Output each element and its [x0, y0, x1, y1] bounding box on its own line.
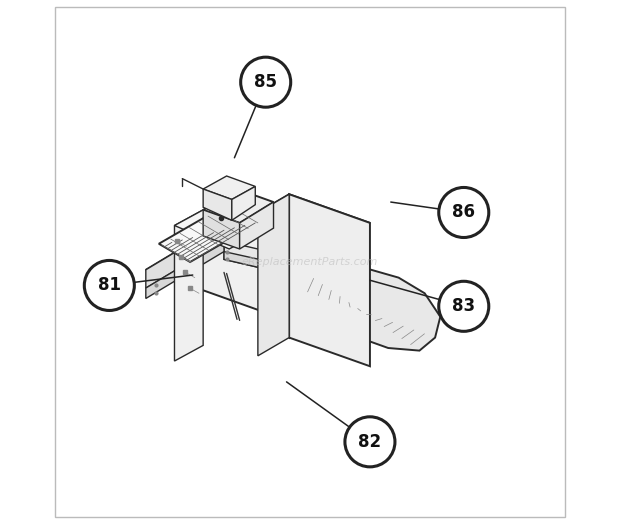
- Polygon shape: [174, 210, 203, 361]
- Circle shape: [439, 188, 489, 237]
- Text: 83: 83: [452, 297, 476, 315]
- Circle shape: [439, 281, 489, 331]
- Polygon shape: [203, 189, 273, 223]
- Polygon shape: [224, 241, 370, 293]
- Polygon shape: [297, 272, 305, 298]
- Polygon shape: [258, 194, 370, 241]
- Polygon shape: [146, 223, 370, 322]
- Polygon shape: [224, 252, 370, 293]
- Polygon shape: [240, 202, 273, 249]
- Text: 82: 82: [358, 433, 381, 451]
- Polygon shape: [203, 176, 255, 200]
- Polygon shape: [203, 189, 232, 220]
- Polygon shape: [174, 210, 258, 249]
- Text: 85: 85: [254, 73, 277, 91]
- Polygon shape: [258, 194, 289, 356]
- Polygon shape: [203, 210, 240, 249]
- Polygon shape: [232, 187, 255, 220]
- Text: eReplacementParts.com: eReplacementParts.com: [242, 257, 378, 267]
- Circle shape: [84, 260, 135, 311]
- Circle shape: [345, 417, 395, 467]
- Polygon shape: [146, 241, 224, 299]
- Polygon shape: [297, 265, 440, 351]
- Text: 81: 81: [98, 277, 121, 294]
- Polygon shape: [289, 194, 370, 366]
- Polygon shape: [146, 223, 224, 288]
- Polygon shape: [159, 205, 258, 262]
- Circle shape: [241, 57, 291, 107]
- Text: 86: 86: [452, 203, 476, 222]
